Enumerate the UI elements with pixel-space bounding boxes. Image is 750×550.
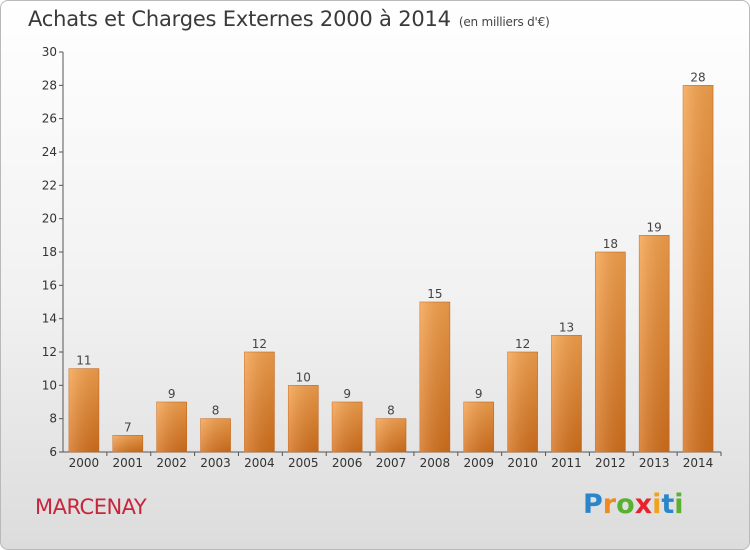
bar-value-label: 9 [343, 387, 351, 401]
value-labels: 11 7 9 8 12 10 9 8 15 9 12 13 18 19 28 [76, 70, 705, 434]
logo-letter: o [616, 489, 635, 520]
proxiti-logo[interactable]: Proxiti [583, 489, 684, 520]
y-tick-label: 14 [42, 312, 57, 326]
chart-title-text: Achats et Charges Externes 2000 à 2014 [28, 7, 451, 31]
logo-letter: i [674, 489, 684, 520]
bar-shade [639, 235, 670, 452]
bar-shade [112, 435, 143, 452]
x-tick-label: 2012 [595, 456, 626, 470]
bar-shade [200, 418, 231, 452]
x-tick-label: 2008 [420, 456, 451, 470]
bar-shade [551, 335, 582, 452]
bar-shade [288, 385, 319, 452]
bar-value-label: 9 [168, 387, 176, 401]
logo-letter: r [602, 489, 617, 520]
y-tick-label: 22 [42, 178, 57, 192]
y-tick-label: 18 [42, 245, 57, 259]
logo-letter: i [652, 489, 662, 520]
bar-value-label: 15 [427, 287, 442, 301]
bar-shade [244, 352, 275, 452]
bar-value-label: 18 [603, 237, 618, 251]
y-tick-label: 26 [42, 112, 57, 126]
bar-shade [68, 368, 99, 452]
y-tick-label: 16 [42, 278, 57, 292]
y-tick-label: 24 [42, 145, 57, 159]
x-tick-label: 2003 [200, 456, 231, 470]
bar-value-label: 12 [252, 337, 267, 351]
x-tick-label: 2014 [683, 456, 714, 470]
bar-value-label: 19 [647, 220, 662, 234]
chart-title: Achats et Charges Externes 2000 à 2014 (e… [28, 7, 550, 31]
bar-value-label: 10 [296, 370, 311, 384]
bar-shade [332, 402, 363, 452]
bar-shade [463, 402, 494, 452]
bar-shade [419, 302, 450, 452]
bar-value-label: 8 [387, 404, 395, 418]
x-tick-label: 2004 [244, 456, 275, 470]
x-tick-label: 2002 [156, 456, 187, 470]
bar-shade [376, 418, 406, 452]
y-tick-label: 6 [49, 445, 57, 459]
y-tick-label: 30 [42, 45, 57, 59]
y-tick-label: 28 [42, 78, 57, 92]
bars [68, 85, 714, 453]
bar-value-label: 28 [690, 70, 705, 84]
bar-value-label: 7 [124, 420, 132, 434]
bar-value-label: 13 [559, 320, 574, 334]
town-name: MARCENAY [35, 495, 147, 519]
x-tick-label: 2010 [507, 456, 538, 470]
y-tick-label: 20 [42, 212, 57, 226]
chart-subtitle: (en milliers d'€) [458, 15, 550, 29]
bar-shade [683, 85, 714, 452]
x-tick-label: 2000 [69, 456, 100, 470]
x-tick-label: 2005 [288, 456, 319, 470]
x-tick-label: 2013 [639, 456, 670, 470]
x-tick-label: 2006 [332, 456, 363, 470]
x-tick-label: 2009 [463, 456, 494, 470]
bar-shade [507, 352, 538, 452]
logo-letter: t [661, 489, 675, 520]
x-tick-label: 2011 [551, 456, 582, 470]
bar-value-label: 11 [76, 354, 91, 368]
axes: 6 8 10 12 14 16 18 20 22 24 26 28 30 2000 2001 2002 2003… [42, 45, 722, 470]
bar-value-label: 12 [515, 337, 530, 351]
y-tick-label: 10 [42, 378, 57, 392]
logo-letter: P [583, 489, 603, 520]
logo-letter: x [634, 489, 653, 520]
bar-shade [156, 402, 187, 452]
x-tick-label: 2007 [376, 456, 407, 470]
bar-value-label: 8 [212, 404, 220, 418]
y-tick-label: 12 [42, 345, 57, 359]
bar-shade [595, 252, 626, 452]
bar-value-label: 9 [475, 387, 483, 401]
y-tick-label: 8 [49, 412, 57, 426]
x-tick-label: 2001 [113, 456, 144, 470]
